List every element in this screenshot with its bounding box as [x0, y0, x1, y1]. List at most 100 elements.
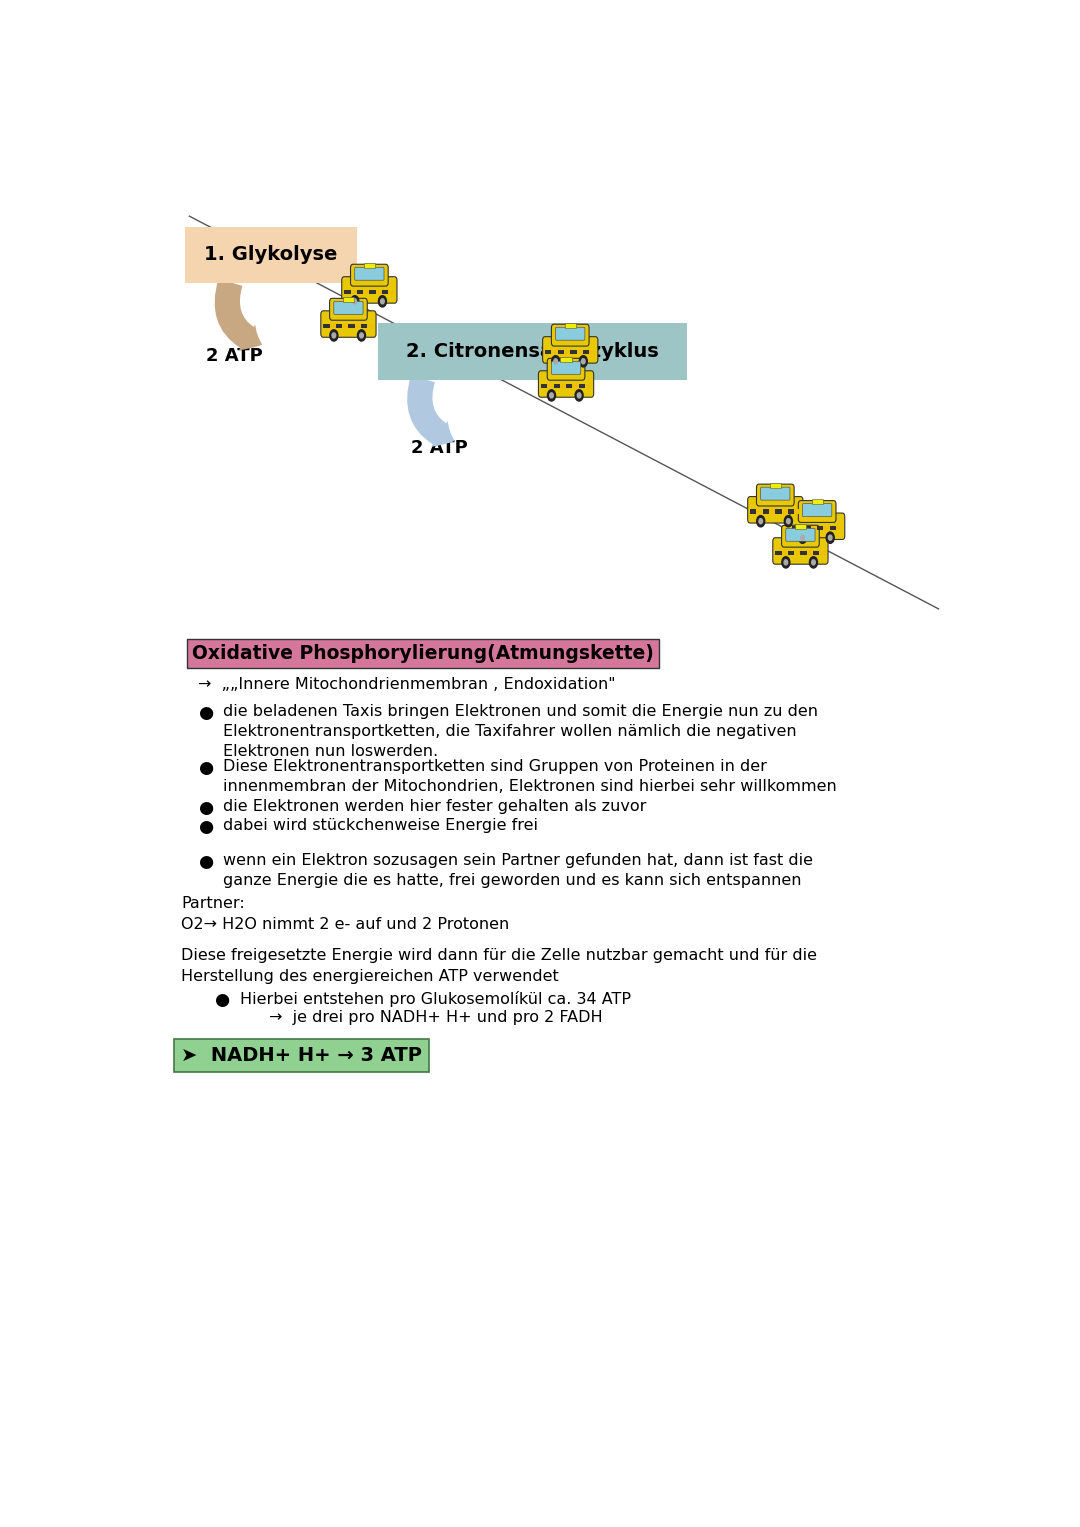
- Bar: [336, 324, 342, 328]
- Bar: [583, 350, 589, 354]
- Circle shape: [575, 389, 583, 402]
- FancyBboxPatch shape: [798, 501, 836, 522]
- FancyBboxPatch shape: [378, 324, 687, 380]
- Bar: [356, 290, 363, 293]
- Bar: [775, 510, 782, 513]
- Bar: [788, 510, 794, 513]
- FancyBboxPatch shape: [539, 371, 594, 397]
- Circle shape: [581, 359, 585, 363]
- Bar: [775, 551, 782, 554]
- FancyArrowPatch shape: [215, 279, 262, 350]
- FancyBboxPatch shape: [548, 359, 585, 380]
- FancyBboxPatch shape: [789, 513, 845, 539]
- Text: →  je drei pro NADH+ H+ und pro 2 FADH: → je drei pro NADH+ H+ und pro 2 FADH: [269, 1009, 603, 1025]
- Text: ➤  NADH+ H+ → 3 ATP: ➤ NADH+ H+ → 3 ATP: [181, 1046, 422, 1066]
- Bar: [570, 350, 577, 354]
- Bar: [811, 525, 818, 530]
- Bar: [770, 483, 781, 487]
- Circle shape: [782, 557, 789, 568]
- Bar: [800, 551, 807, 554]
- Circle shape: [784, 560, 787, 565]
- Bar: [823, 525, 829, 530]
- Bar: [342, 324, 349, 328]
- Circle shape: [812, 560, 815, 565]
- Bar: [762, 510, 769, 513]
- Bar: [329, 324, 336, 328]
- Bar: [364, 263, 375, 267]
- Text: ●: ●: [198, 759, 213, 777]
- Bar: [557, 350, 564, 354]
- Text: ●: ●: [215, 991, 230, 1009]
- FancyBboxPatch shape: [786, 528, 815, 541]
- Text: Diese Elektronentransportketten sind Gruppen von Proteinen in der
innenmembran d: Diese Elektronentransportketten sind Gru…: [222, 759, 837, 794]
- FancyBboxPatch shape: [334, 301, 363, 315]
- Text: 2 ATP: 2 ATP: [411, 438, 468, 457]
- Bar: [577, 350, 583, 354]
- Circle shape: [578, 392, 581, 399]
- Text: ●: ●: [198, 704, 213, 722]
- Bar: [782, 510, 787, 513]
- Bar: [323, 324, 329, 328]
- Text: Diese freigesetzte Energie wird dann für die Zelle nutzbar gemacht und für die
H: Diese freigesetzte Energie wird dann für…: [181, 947, 818, 983]
- FancyBboxPatch shape: [782, 525, 820, 547]
- Bar: [572, 383, 579, 388]
- Circle shape: [351, 296, 359, 307]
- Bar: [345, 290, 351, 293]
- Circle shape: [798, 531, 807, 544]
- FancyBboxPatch shape: [354, 267, 384, 281]
- Bar: [818, 525, 823, 530]
- Circle shape: [550, 392, 553, 399]
- FancyBboxPatch shape: [351, 264, 388, 286]
- Circle shape: [357, 330, 365, 341]
- Bar: [751, 510, 756, 513]
- Text: 2. Citronensäurezyklus: 2. Citronensäurezyklus: [406, 342, 659, 360]
- FancyBboxPatch shape: [542, 336, 598, 363]
- Text: Partner:
O2→ H2O nimmt 2 e- auf und 2 Protonen: Partner: O2→ H2O nimmt 2 e- auf und 2 Pr…: [181, 896, 510, 931]
- Bar: [376, 290, 382, 293]
- Circle shape: [552, 356, 559, 366]
- Text: ●: ●: [198, 818, 213, 837]
- Bar: [794, 551, 800, 554]
- Text: →  „„Innere Mitochondrienmembran , Endoxidation": → „„Innere Mitochondrienmembran , Endoxi…: [198, 676, 616, 692]
- Bar: [545, 350, 552, 354]
- FancyBboxPatch shape: [552, 324, 589, 347]
- Bar: [805, 525, 811, 530]
- FancyBboxPatch shape: [773, 538, 828, 563]
- Bar: [585, 383, 591, 388]
- Circle shape: [554, 359, 557, 363]
- FancyBboxPatch shape: [760, 487, 789, 501]
- Bar: [363, 290, 369, 293]
- Bar: [811, 499, 823, 504]
- Circle shape: [360, 333, 363, 337]
- Text: ●: ●: [198, 854, 213, 872]
- FancyBboxPatch shape: [186, 226, 356, 282]
- Bar: [798, 525, 805, 530]
- FancyBboxPatch shape: [802, 504, 832, 516]
- Circle shape: [329, 330, 338, 341]
- Bar: [382, 290, 388, 293]
- Circle shape: [828, 534, 832, 541]
- Bar: [552, 350, 557, 354]
- Bar: [836, 525, 842, 530]
- Bar: [564, 350, 570, 354]
- Bar: [756, 510, 762, 513]
- FancyBboxPatch shape: [747, 496, 802, 524]
- Bar: [820, 551, 825, 554]
- FancyBboxPatch shape: [552, 362, 581, 374]
- Circle shape: [786, 519, 791, 524]
- Bar: [829, 525, 836, 530]
- Bar: [354, 324, 361, 328]
- Circle shape: [757, 516, 765, 527]
- Circle shape: [759, 519, 762, 524]
- Bar: [349, 324, 354, 328]
- Circle shape: [332, 333, 336, 337]
- Bar: [541, 383, 548, 388]
- Bar: [554, 383, 559, 388]
- Text: ●: ●: [198, 799, 213, 817]
- Bar: [579, 383, 585, 388]
- FancyBboxPatch shape: [555, 327, 585, 341]
- Bar: [566, 383, 572, 388]
- Circle shape: [579, 356, 588, 366]
- Text: dabei wird stückchenweise Energie frei: dabei wird stückchenweise Energie frei: [222, 818, 538, 834]
- Bar: [548, 383, 554, 388]
